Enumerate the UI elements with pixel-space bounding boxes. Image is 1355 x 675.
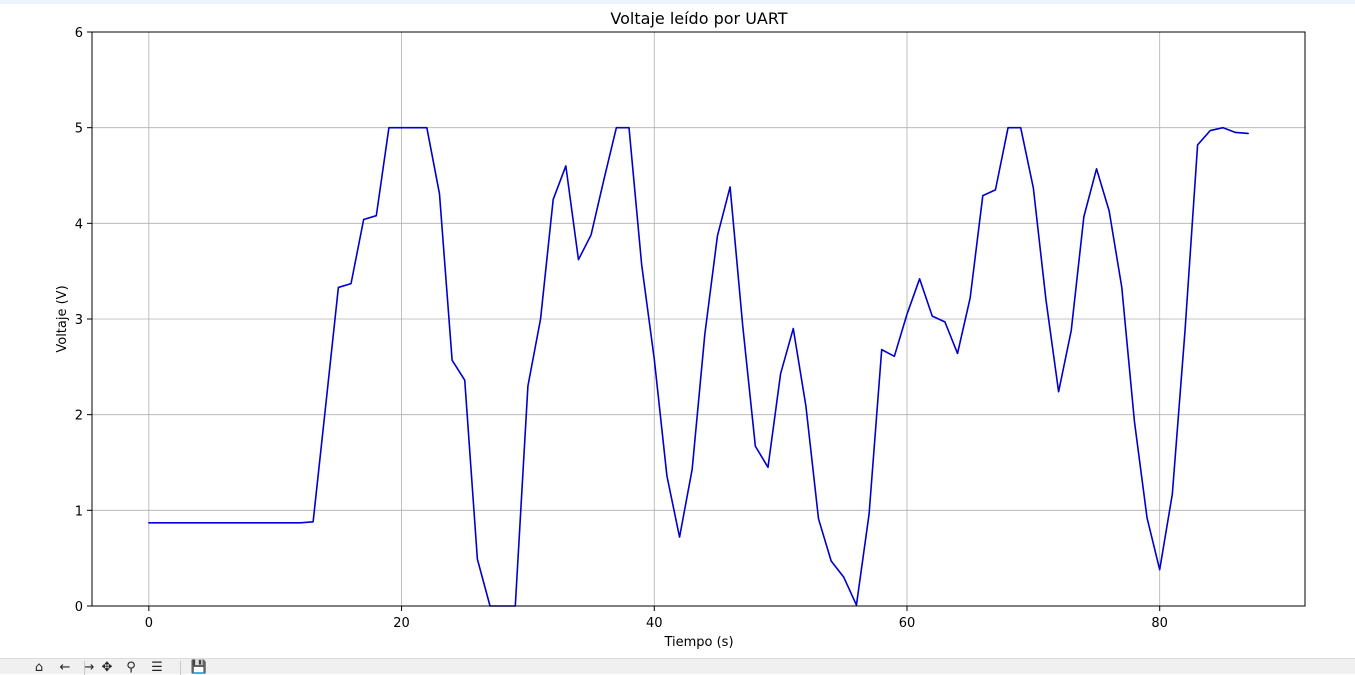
y-tick-label: 0 [75,600,83,615]
voltage-series-line [148,126,1249,607]
plot-toolbar: ⌂ ← → ✥ ⚲ ☰ 💾 [0,658,1355,675]
x-tick-label: 60 [899,616,916,631]
toolbar-separator [84,661,85,675]
toolbar-separator [180,661,181,675]
zoom-icon[interactable]: ⚲ [126,660,136,675]
y-tick-label: 3 [75,313,83,328]
y-tick-label: 1 [75,504,83,519]
x-tick-label: 80 [1151,616,1168,631]
y-tick-label: 5 [75,122,83,137]
chart-title: Voltaje leído por UART [610,9,787,28]
back-icon[interactable]: ← [59,660,71,675]
grid-layer [92,31,1305,607]
save-icon[interactable]: 💾 [190,660,208,675]
x-tick-label: 0 [145,616,153,631]
series-layer [148,126,1249,607]
pan-icon[interactable]: ✥ [101,660,113,675]
x-tick-label: 20 [393,616,410,631]
y-axis-label: Voltaje (V) [55,285,70,352]
y-tick-label: 6 [75,26,83,41]
window-top-strip [0,0,1355,4]
x-axis-label: Tiempo (s) [663,635,733,650]
y-tick-label: 4 [75,217,83,232]
x-tick-label: 40 [646,616,663,631]
configure-icon[interactable]: ☰ [151,660,163,675]
tick-layer: 0 20 40 60 80 0 1 2 3 4 5 6 [75,26,1168,631]
y-tick-label: 2 [75,409,83,424]
home-icon[interactable]: ⌂ [34,660,44,675]
forward-icon[interactable]: → [83,660,95,675]
